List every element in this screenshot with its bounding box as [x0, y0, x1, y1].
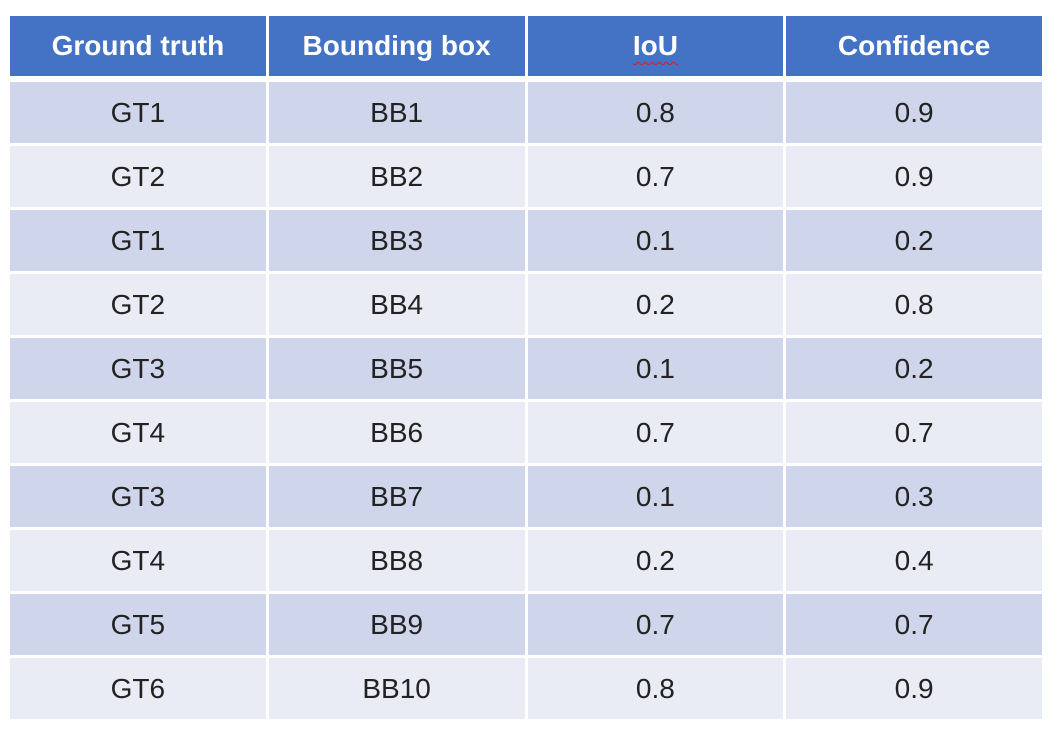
cell-iou: 0.1	[527, 210, 784, 271]
table-row: GT6 BB10 0.8 0.9	[10, 658, 1042, 719]
cell-iou: 0.1	[527, 338, 784, 399]
cell-bounding-box: BB1	[268, 82, 525, 143]
cell-confidence: 0.2	[786, 210, 1042, 271]
cell-ground-truth: GT1	[10, 210, 266, 271]
header-iou: IoU	[527, 16, 784, 79]
cell-confidence: 0.9	[786, 658, 1042, 719]
cell-iou: 0.8	[527, 658, 784, 719]
table-row: GT4 BB6 0.7 0.7	[10, 402, 1042, 463]
cell-confidence: 0.9	[786, 146, 1042, 207]
table-row: GT2 BB4 0.2 0.8	[10, 274, 1042, 335]
cell-iou: 0.7	[527, 146, 784, 207]
results-table: Ground truth Bounding box IoU Confidence…	[7, 13, 1045, 722]
cell-iou: 0.7	[527, 402, 784, 463]
header-confidence: Confidence	[786, 16, 1042, 79]
cell-ground-truth: GT3	[10, 338, 266, 399]
table-row: GT3 BB7 0.1 0.3	[10, 466, 1042, 527]
cell-bounding-box: BB7	[268, 466, 525, 527]
cell-bounding-box: BB10	[268, 658, 525, 719]
table-header-row: Ground truth Bounding box IoU Confidence	[10, 16, 1042, 79]
cell-ground-truth: GT2	[10, 146, 266, 207]
cell-confidence: 0.8	[786, 274, 1042, 335]
cell-ground-truth: GT6	[10, 658, 266, 719]
cell-ground-truth: GT4	[10, 530, 266, 591]
table-row: GT1 BB1 0.8 0.9	[10, 82, 1042, 143]
cell-ground-truth: GT2	[10, 274, 266, 335]
cell-bounding-box: BB4	[268, 274, 525, 335]
table-row: GT1 BB3 0.1 0.2	[10, 210, 1042, 271]
cell-ground-truth: GT5	[10, 594, 266, 655]
cell-ground-truth: GT3	[10, 466, 266, 527]
cell-iou: 0.7	[527, 594, 784, 655]
table-row: GT2 BB2 0.7 0.9	[10, 146, 1042, 207]
cell-iou: 0.2	[527, 274, 784, 335]
cell-iou: 0.1	[527, 466, 784, 527]
header-ground-truth: Ground truth	[10, 16, 266, 79]
cell-confidence: 0.7	[786, 594, 1042, 655]
table-row: GT5 BB9 0.7 0.7	[10, 594, 1042, 655]
cell-bounding-box: BB2	[268, 146, 525, 207]
cell-bounding-box: BB6	[268, 402, 525, 463]
cell-confidence: 0.2	[786, 338, 1042, 399]
cell-bounding-box: BB5	[268, 338, 525, 399]
header-iou-label: IoU	[632, 30, 678, 61]
cell-confidence: 0.4	[786, 530, 1042, 591]
table-row: GT4 BB8 0.2 0.4	[10, 530, 1042, 591]
cell-iou: 0.2	[527, 530, 784, 591]
header-bounding-box: Bounding box	[268, 16, 525, 79]
cell-bounding-box: BB8	[268, 530, 525, 591]
cell-confidence: 0.3	[786, 466, 1042, 527]
cell-bounding-box: BB9	[268, 594, 525, 655]
cell-iou: 0.8	[527, 82, 784, 143]
cell-ground-truth: GT4	[10, 402, 266, 463]
results-table-container: Ground truth Bounding box IoU Confidence…	[10, 16, 1048, 719]
cell-confidence: 0.7	[786, 402, 1042, 463]
cell-confidence: 0.9	[786, 82, 1042, 143]
table-row: GT3 BB5 0.1 0.2	[10, 338, 1042, 399]
cell-ground-truth: GT1	[10, 82, 266, 143]
cell-bounding-box: BB3	[268, 210, 525, 271]
